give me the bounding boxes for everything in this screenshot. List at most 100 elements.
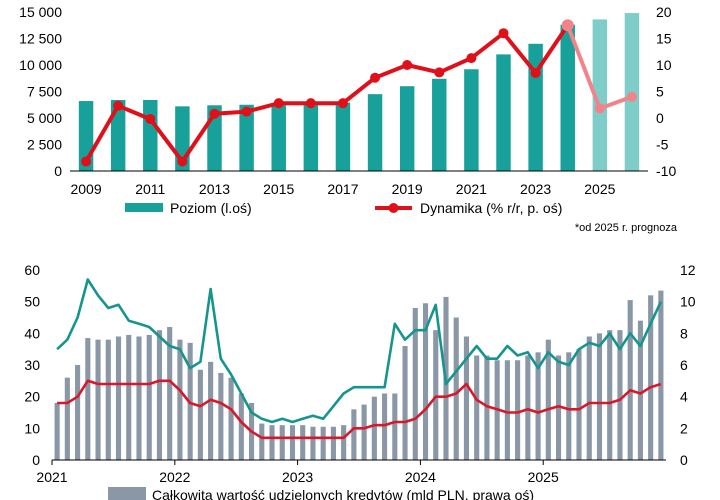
bar-credit-value	[228, 377, 234, 460]
bar-credit-value	[433, 330, 439, 460]
x-tick-label: 2025	[528, 469, 559, 485]
bar-level	[303, 103, 319, 171]
teal-line	[56, 278, 663, 424]
bar-credit-value	[453, 317, 459, 460]
dynamics-point	[81, 156, 92, 167]
y-left-tick-label: 7 500	[27, 84, 62, 100]
bar-credit-value	[596, 333, 603, 460]
x-tick-label: 2025	[584, 181, 615, 197]
legend-swatch-credit-value	[108, 487, 146, 500]
bar-credit-value	[115, 336, 122, 460]
y-left-tick-label: 2 500	[27, 137, 62, 153]
dynamics-point	[241, 106, 252, 117]
bar-level	[560, 24, 575, 171]
dynamics-line	[84, 24, 570, 164]
dynamics-point	[209, 108, 220, 119]
y-left-tick-label: 0	[32, 452, 40, 468]
bar-credit-value	[54, 403, 60, 460]
bar-credit-value	[392, 393, 398, 460]
bar-credit-value	[422, 303, 429, 460]
legend-swatch-dynamics-marker	[388, 203, 399, 213]
y-left-tick-label: 15 000	[19, 4, 62, 20]
bar-credit-value	[361, 404, 367, 460]
y-right-tick-label: 2	[680, 420, 688, 436]
bar-credit-value	[402, 346, 408, 460]
dynamics-point	[466, 53, 477, 64]
bar-credit-value	[658, 290, 664, 460]
dynamics-point	[402, 60, 413, 70]
x-tick-label: 2023	[282, 469, 313, 485]
y-right-tick-label: 15	[656, 31, 672, 47]
bar-credit-value	[627, 300, 633, 460]
dynamics-point	[337, 98, 348, 109]
top-chart: 0 2 500 5 000 7 500 10 000 12 500 15 000 -10 -5 0…	[19, 4, 678, 234]
bar-credit-value	[279, 425, 285, 460]
bar-level	[464, 69, 479, 171]
bar-credit-value	[648, 295, 654, 460]
bar-credit-value	[576, 349, 582, 460]
dynamics-point	[145, 114, 156, 125]
bar-credit-value	[371, 396, 377, 460]
bar-credit-value	[269, 425, 275, 460]
dynamics-point	[273, 98, 284, 109]
bar-credit-value	[177, 339, 183, 460]
bar-credit-value	[566, 352, 572, 460]
bar-credit-value	[156, 330, 163, 460]
bar-credit-value	[105, 339, 111, 460]
bar-credit-value	[617, 330, 623, 460]
dynamics-point	[177, 156, 188, 167]
bar-credit-value	[484, 355, 490, 460]
bar-credit-value	[463, 336, 470, 460]
bar-credit-value	[208, 361, 214, 460]
bar-level	[367, 94, 383, 171]
bar-credit-value	[75, 365, 81, 460]
y-right-tick-label: 10	[680, 294, 696, 310]
bottom-chart: 0 10 20 30 40 50 60 0 2 4 6 8 10 12 2021 2022 2023 2024 20…	[24, 262, 696, 500]
bar-credit-value	[535, 352, 541, 460]
y-left-tick-label: 30	[24, 357, 40, 373]
y-right-tick-label: 10	[656, 57, 672, 73]
x-tick-label: 2015	[263, 181, 294, 197]
y-left-tick-label: 60	[24, 262, 40, 278]
bar-level	[110, 99, 126, 171]
bar-credit-value	[555, 355, 562, 460]
y-right-tick-label: -5	[656, 137, 669, 153]
x-tick-label: 2024	[405, 469, 436, 485]
dynamics-point-forecast	[626, 91, 637, 102]
bar-credit-value	[351, 409, 357, 460]
bar-credit-value	[197, 369, 203, 460]
bar-credit-value	[341, 425, 347, 460]
y-right-tick-label: 8	[680, 325, 688, 341]
y-right-tick-label: -10	[656, 163, 676, 179]
bar-level-forecast	[592, 19, 608, 172]
bar-credit-value	[545, 339, 551, 460]
y-left-tick-label: 50	[24, 294, 40, 310]
dynamics-point-forecast	[594, 103, 605, 114]
y-left-tick-label: 12 500	[19, 31, 62, 47]
x-tick-label: 2021	[36, 469, 67, 485]
x-tick-label: 2023	[520, 181, 551, 197]
forecast-note: *od 2025 r. prognoza	[575, 222, 678, 234]
bar-credit-value	[136, 336, 142, 460]
bar-credit-value	[218, 372, 224, 460]
bar-credit-value	[300, 425, 306, 460]
bar-credit-value	[167, 327, 173, 460]
bar-credit-value	[515, 360, 521, 460]
bar-credit-value	[382, 393, 388, 460]
bar-credit-value	[504, 360, 510, 460]
y-left-tick-label: 40	[24, 325, 40, 341]
bar-level	[496, 54, 511, 171]
dynamics-point	[305, 98, 316, 109]
x-tick-label: 2009	[70, 181, 101, 197]
bar-credit-value	[85, 338, 91, 460]
x-tick-label: 2011	[135, 181, 165, 197]
y-left-tick-label: 5 000	[27, 110, 62, 126]
y-right-tick-label: 0	[680, 452, 688, 468]
x-tick-label: 2013	[199, 181, 230, 197]
bar-credit-value	[637, 320, 643, 460]
y-right-tick-label: 20	[656, 4, 672, 20]
legend-label-credit-value: Całkowita wartość udzielonych kredytów (…	[152, 487, 534, 500]
y-left-tick-label: 10 000	[19, 57, 62, 73]
bar-credit-value	[320, 426, 326, 460]
